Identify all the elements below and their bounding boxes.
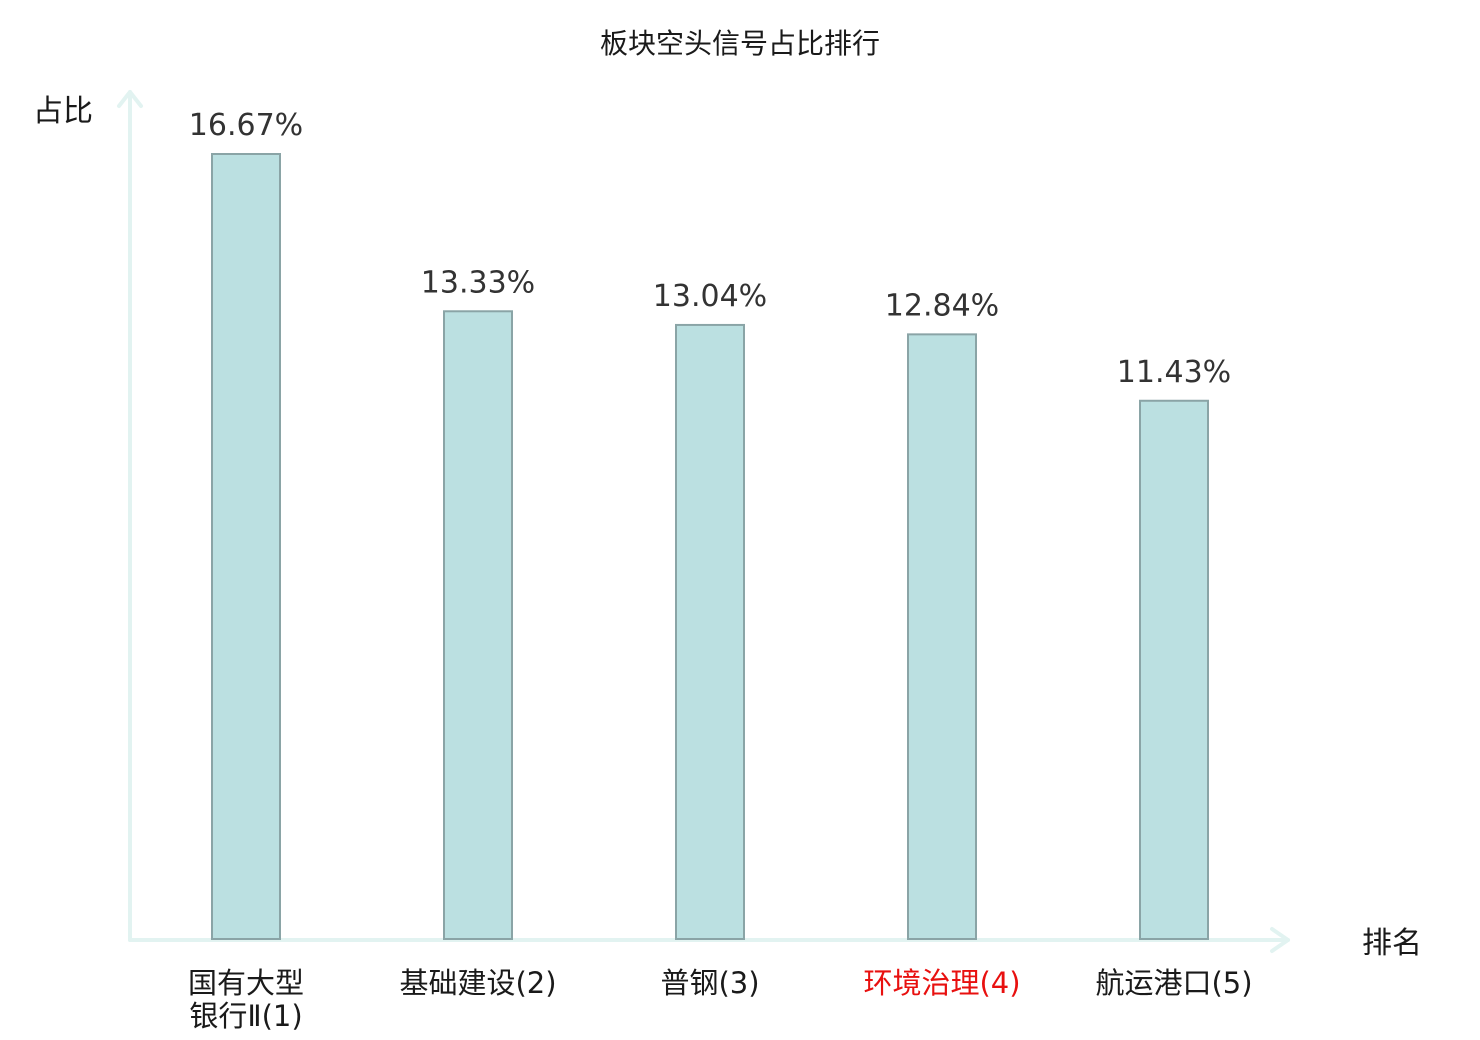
bars-group (211, 153, 1209, 940)
category-label: 银行Ⅱ(1) (189, 999, 302, 1033)
value-label: 16.67% (189, 108, 303, 143)
category-label: 普钢(3) (660, 966, 759, 1000)
value-label: 13.33% (421, 265, 535, 300)
y-axis-arrow (117, 90, 143, 108)
category-label: 航运港口(5) (1095, 966, 1252, 1000)
bar (443, 310, 513, 940)
category-label: 国有大型 (188, 966, 304, 1000)
category-label: 环境治理(4) (863, 966, 1020, 1000)
y-axis-title: 占比 (33, 94, 93, 129)
axes (117, 90, 1290, 953)
value-label: 11.43% (1117, 355, 1231, 390)
bar (211, 153, 281, 940)
value-label: 12.84% (885, 288, 999, 323)
value-label: 13.04% (653, 279, 767, 314)
category-label: 基础建设(2) (399, 966, 556, 1000)
x-axis-title: 排名 (1362, 926, 1422, 961)
chart-title: 板块空头信号占比排行 (600, 27, 880, 60)
value-labels-group: 16.67% 13.33% 13.04% 12.84% 11.43% (189, 108, 1231, 390)
x-axis-arrow (1270, 927, 1290, 953)
bar (1139, 399, 1209, 940)
bar (675, 323, 745, 940)
bar (907, 333, 977, 940)
